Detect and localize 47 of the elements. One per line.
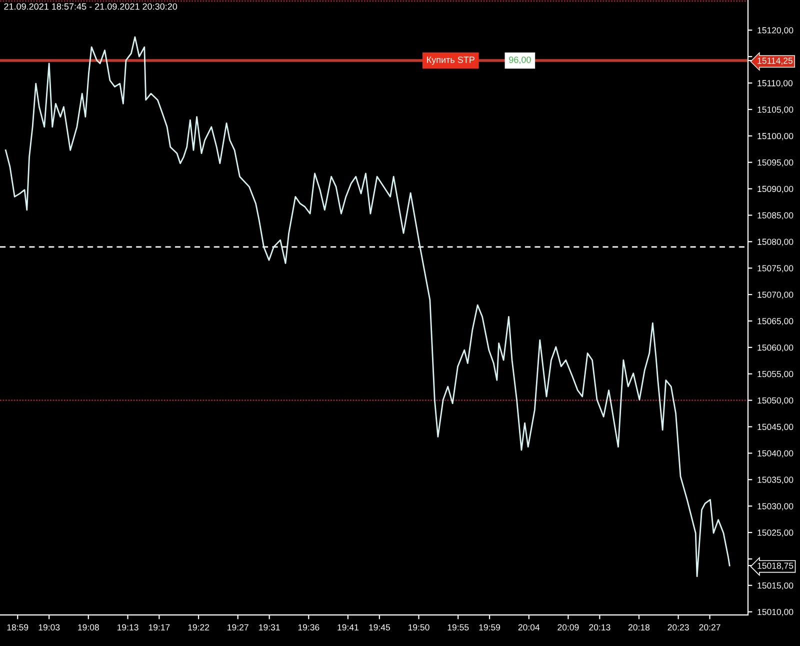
x-tick-label: 19:41 xyxy=(338,624,358,630)
x-tick-label: 20:27 xyxy=(699,624,720,630)
x-tick-label: 19:55 xyxy=(448,624,469,630)
x-tick-label: 19:50 xyxy=(408,624,430,630)
y-tick-label: 15050,00 xyxy=(758,397,794,405)
x-tick-label: 19:59 xyxy=(479,624,500,630)
x-tick-label: 18:59 xyxy=(7,624,28,630)
y-tick-label: 15055,00 xyxy=(758,370,794,378)
y-tick-label: 15045,00 xyxy=(758,424,794,432)
x-tick-label: 19:17 xyxy=(148,624,170,630)
y-tick-label: 15075,00 xyxy=(758,265,794,272)
x-tick-label: 19:03 xyxy=(38,624,60,630)
x-tick-label: 20:18 xyxy=(628,624,650,630)
x-tick-label: 19:08 xyxy=(78,624,99,630)
y-tick-label: 15100,00 xyxy=(758,132,794,140)
y-tick-label: 15035,00 xyxy=(758,476,794,484)
y-tick-label: 15110,00 xyxy=(758,80,793,88)
y-tick-label: 15060,00 xyxy=(758,344,794,352)
x-tick-label: 19:27 xyxy=(228,624,248,630)
y-tick-label: 15095,00 xyxy=(758,159,794,167)
x-tick-label: 20:04 xyxy=(518,624,540,630)
x-tick-label: 19:22 xyxy=(188,624,210,630)
y-tick-label: 15040,00 xyxy=(758,450,794,458)
y-tick-label: 15090,00 xyxy=(758,186,794,194)
y-tick-label: 15015,00 xyxy=(758,582,794,590)
line-series xyxy=(4,36,730,578)
y-tick-label: 15105,00 xyxy=(758,106,794,114)
y-tick-label: 15030,00 xyxy=(758,503,794,510)
x-tick-label: 20:13 xyxy=(589,624,610,630)
y-tick-label: 15085,00 xyxy=(758,212,794,220)
y-tick-label: 15070,00 xyxy=(758,292,794,299)
y-tick-label: 15065,00 xyxy=(758,318,794,326)
x-tick-label: 20:09 xyxy=(558,624,579,630)
x-tick-label: 19:45 xyxy=(369,624,390,630)
y-tick-label: 15114,25 xyxy=(758,58,793,65)
y-tick-label: 15025,00 xyxy=(758,530,794,537)
x-tick-label: 19:36 xyxy=(298,624,320,630)
y-tick-label: 15120,00 xyxy=(758,27,794,34)
chart-title: 21.09.2021 18:57:45 - 21.09.2021 20:30:20 xyxy=(4,3,178,10)
y-tick-label: 15080,00 xyxy=(758,238,794,246)
y-tick-label: 15010,00 xyxy=(758,608,794,616)
ref-line-label: Купить STP xyxy=(427,56,474,65)
y-tick-label: 15018,75 xyxy=(758,562,794,570)
x-tick-label: 19:13 xyxy=(117,624,138,630)
annotation: 96,00 xyxy=(509,56,531,64)
x-tick-label: 20:23 xyxy=(668,624,689,630)
x-tick-label: 19:31 xyxy=(259,624,280,630)
